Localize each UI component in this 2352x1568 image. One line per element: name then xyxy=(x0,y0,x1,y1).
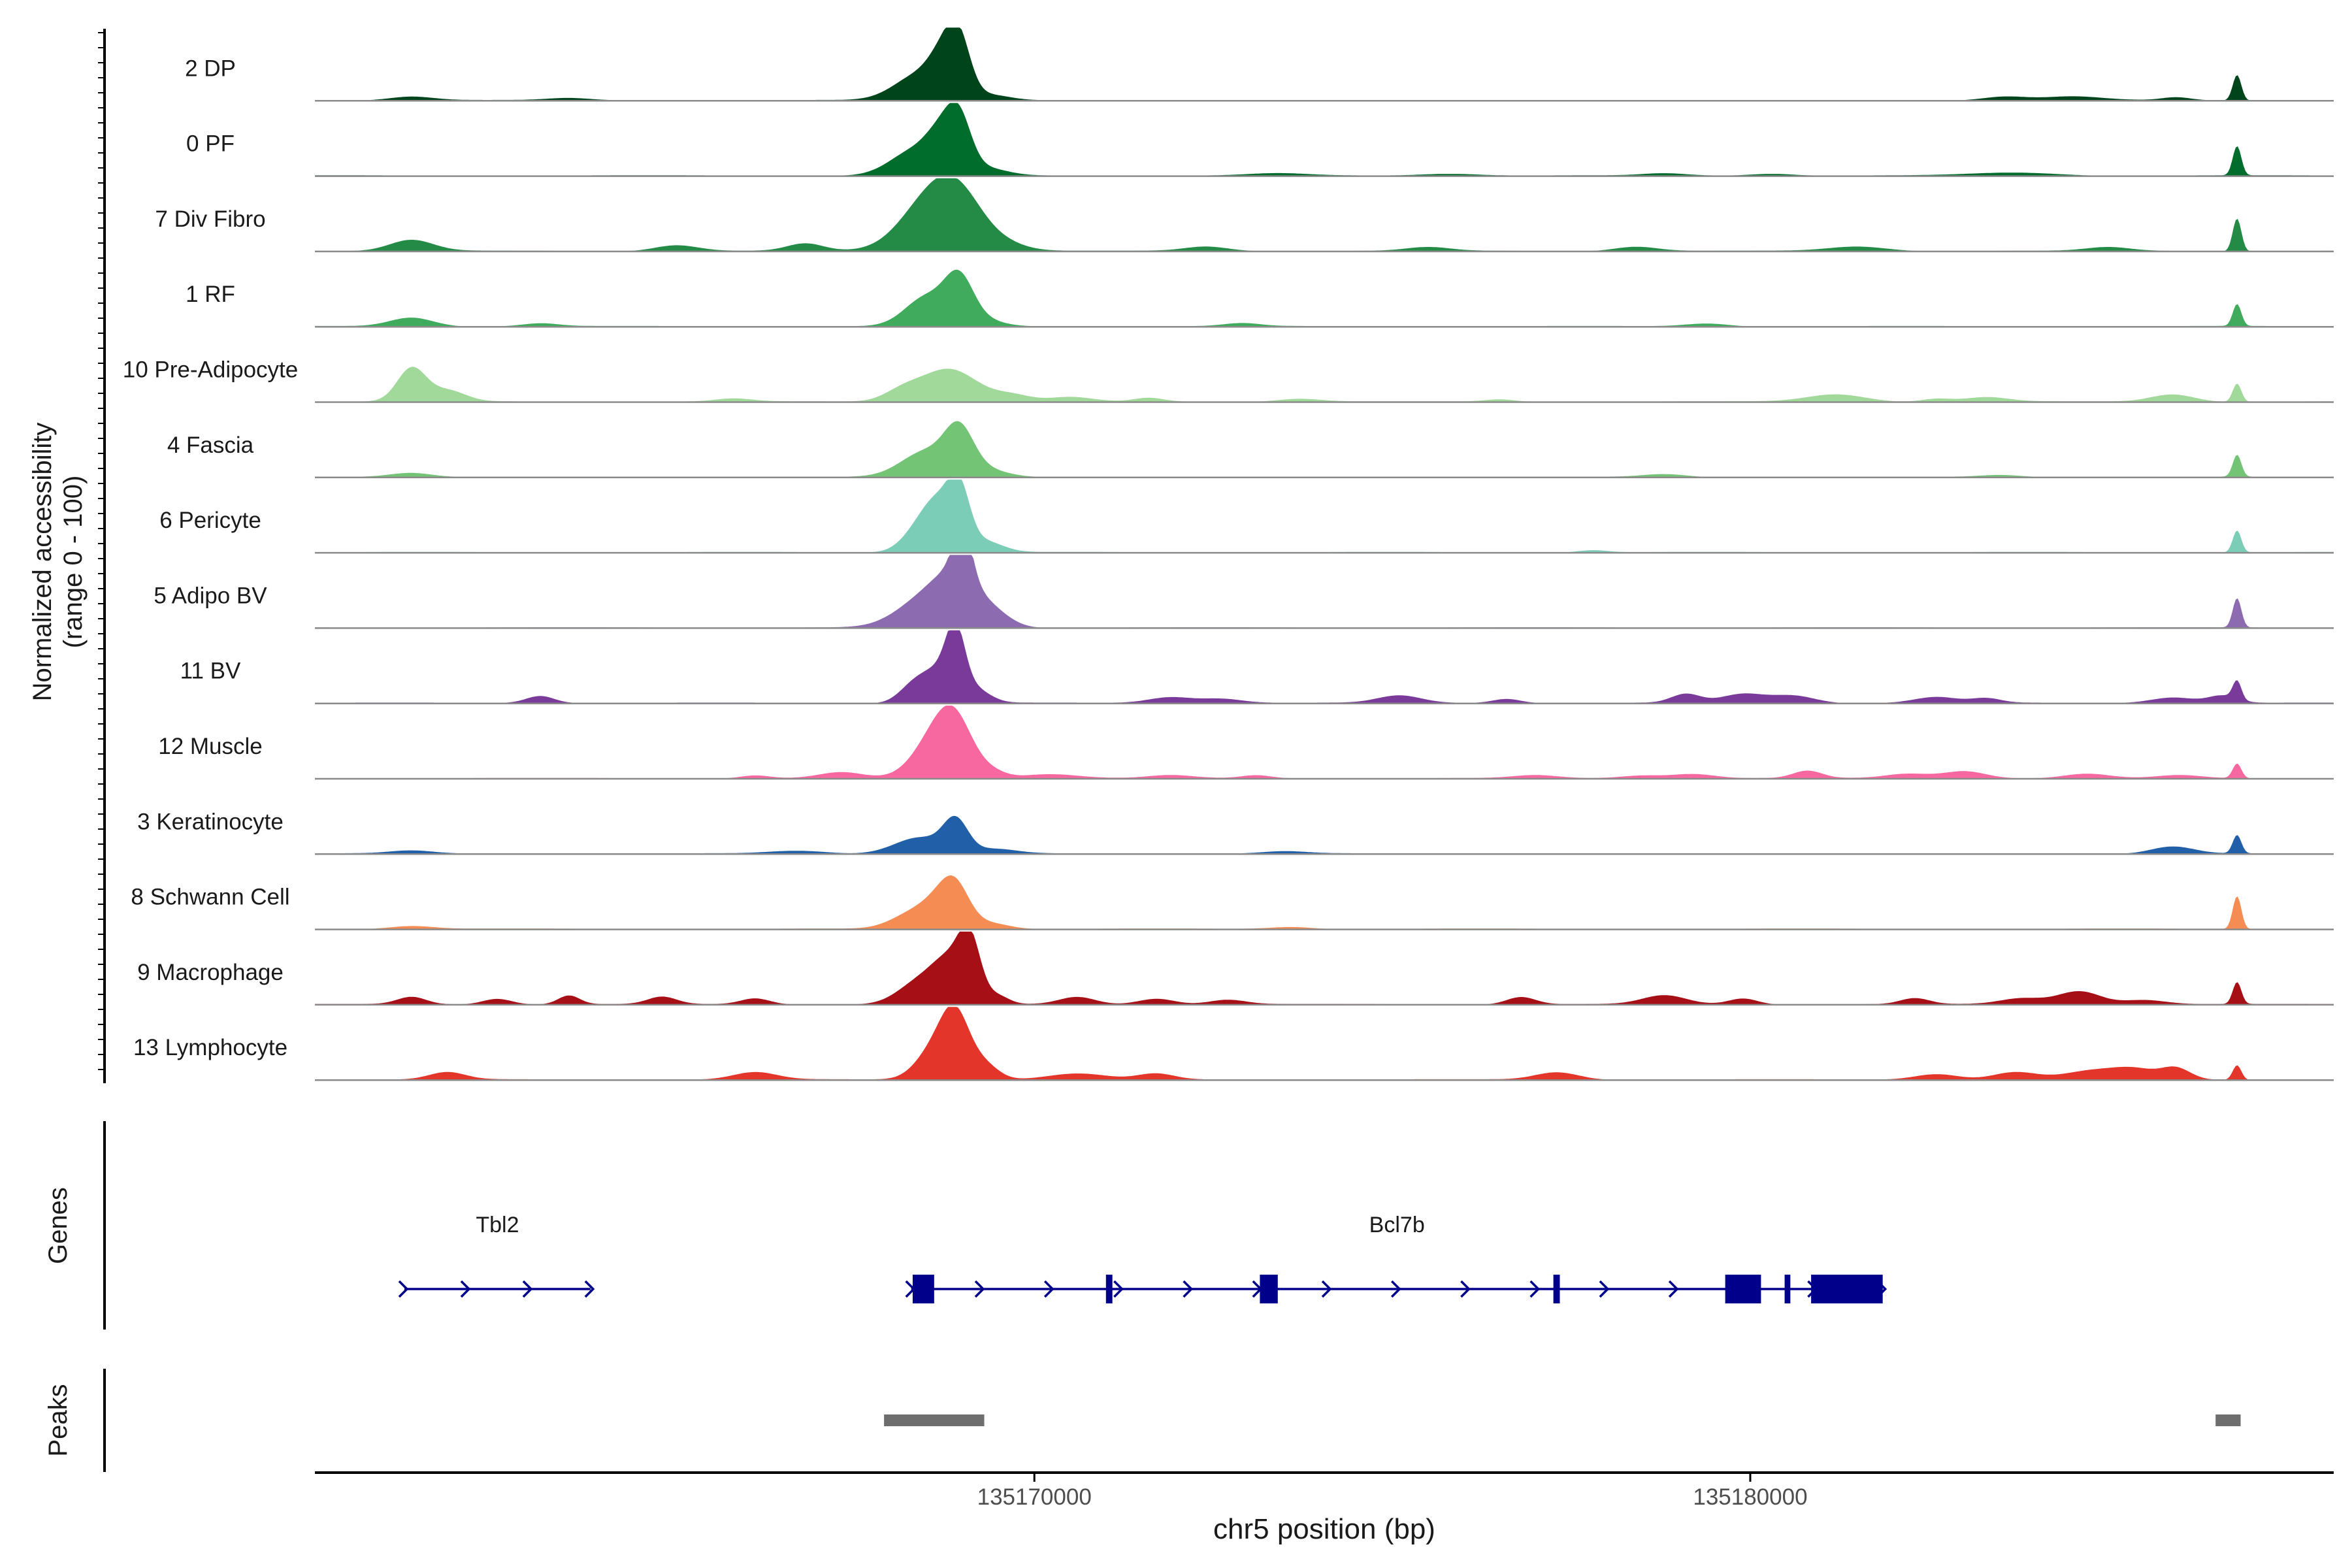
coverage-track: 10 Pre-Adipocyte xyxy=(123,357,2334,403)
gene-model: Tbl2 xyxy=(398,1213,595,1298)
track-label: 0 PF xyxy=(186,131,235,157)
coverage-track: 12 Muscle xyxy=(158,706,2334,780)
strand-arrow xyxy=(1460,1280,1471,1298)
track-label: 11 BV xyxy=(180,659,241,684)
strand-arrow xyxy=(1390,1280,1401,1298)
y-axis-title: Normalized accessibility xyxy=(28,423,57,702)
coverage-area xyxy=(315,630,2334,704)
strand-arrow xyxy=(460,1280,471,1298)
coverage-area xyxy=(315,555,2334,629)
strand-arrow xyxy=(974,1280,985,1298)
track-label: 10 Pre-Adipocyte xyxy=(123,357,298,383)
strand-arrow xyxy=(1321,1280,1332,1298)
coverage-track: 0 PF xyxy=(186,103,2334,177)
track-label: 6 Pericyte xyxy=(159,508,261,533)
coverage-area xyxy=(315,706,2334,779)
coverage-track: 5 Adipo BV xyxy=(154,555,2334,629)
track-label: 7 Div Fibro xyxy=(155,206,265,232)
peaks-panel-label: Peaks xyxy=(44,1384,73,1456)
coverage-track: 4 Fascia xyxy=(167,421,2334,479)
strand-arrow xyxy=(584,1280,595,1298)
strand-arrow xyxy=(1043,1280,1054,1298)
strand-arrow xyxy=(1529,1280,1541,1298)
coverage-track: 3 Keratinocyte xyxy=(137,809,2334,855)
gene-name: Bcl7b xyxy=(1369,1213,1425,1237)
track-label: 5 Adipo BV xyxy=(154,583,267,608)
track-label: 8 Schwann Cell xyxy=(131,885,289,910)
track-label: 1 RF xyxy=(186,282,235,307)
coverage-area xyxy=(315,27,2334,101)
coverage-track: 6 Pericyte xyxy=(159,480,2334,554)
genes-panel-label: Genes xyxy=(44,1187,73,1264)
peaks-panel xyxy=(884,1414,2241,1426)
gene-exon xyxy=(1553,1275,1560,1303)
gene-exon xyxy=(1725,1275,1761,1303)
coverage-area xyxy=(315,480,2334,553)
coverage-track: 13 Lymphocyte xyxy=(133,1007,2334,1081)
track-label: 13 Lymphocyte xyxy=(133,1035,287,1060)
strand-arrow xyxy=(1599,1280,1610,1298)
coverage-track: 8 Schwann Cell xyxy=(131,875,2334,930)
coverage-track: 11 BV xyxy=(180,630,2334,704)
coverage-area xyxy=(315,931,2334,1005)
gene-exon xyxy=(1105,1275,1113,1303)
coverage-area xyxy=(315,875,2334,930)
coverage-track: 2 DP xyxy=(185,27,2334,102)
gene-exon xyxy=(912,1275,934,1303)
gene-exon xyxy=(1260,1275,1278,1303)
coverage-track: 7 Div Fibro xyxy=(155,178,2334,253)
coverage-tracks: 2 DP 0 PF 7 Div Fibro 1 RF 10 Pre-Adipocyte 4… xyxy=(123,27,2334,1081)
track-label: 4 Fascia xyxy=(167,433,254,458)
coverage-area xyxy=(315,103,2334,176)
strand-arrow xyxy=(1113,1280,1124,1298)
coverage-track: 1 RF xyxy=(186,269,2334,328)
track-label: 2 DP xyxy=(185,56,236,81)
coverage-area xyxy=(315,815,2334,855)
coverage-area xyxy=(315,367,2334,402)
gene-exon xyxy=(1811,1275,1883,1303)
x-axis-ticks: 135170000 135180000 xyxy=(977,1473,1808,1510)
strand-arrow xyxy=(522,1280,533,1298)
coverage-area xyxy=(315,1007,2334,1081)
strand-arrow xyxy=(398,1280,409,1298)
x-tick-label: 135180000 xyxy=(1693,1484,1807,1510)
peak-region xyxy=(2215,1414,2241,1426)
track-label: 9 Macrophage xyxy=(137,960,284,985)
x-axis-title: chr5 position (bp) xyxy=(1213,1513,1435,1545)
coverage-area xyxy=(315,421,2334,478)
track-label: 12 Muscle xyxy=(158,734,263,759)
gene-name: Tbl2 xyxy=(476,1213,519,1237)
coverage-area xyxy=(315,269,2334,327)
coverage-area xyxy=(315,178,2334,252)
y-axis-title-range: (range 0 - 100) xyxy=(59,476,88,649)
strand-arrow xyxy=(1183,1280,1194,1298)
gene-exon xyxy=(1784,1275,1791,1303)
strand-arrow xyxy=(1668,1280,1679,1298)
x-tick-label: 135170000 xyxy=(977,1484,1092,1510)
peak-region xyxy=(884,1414,985,1426)
gene-model: Bcl7b xyxy=(905,1213,1887,1303)
track-label: 3 Keratinocyte xyxy=(137,809,284,834)
coverage-track: 9 Macrophage xyxy=(137,931,2334,1006)
genes-panel: Tbl2 Bcl7b xyxy=(398,1213,1887,1303)
